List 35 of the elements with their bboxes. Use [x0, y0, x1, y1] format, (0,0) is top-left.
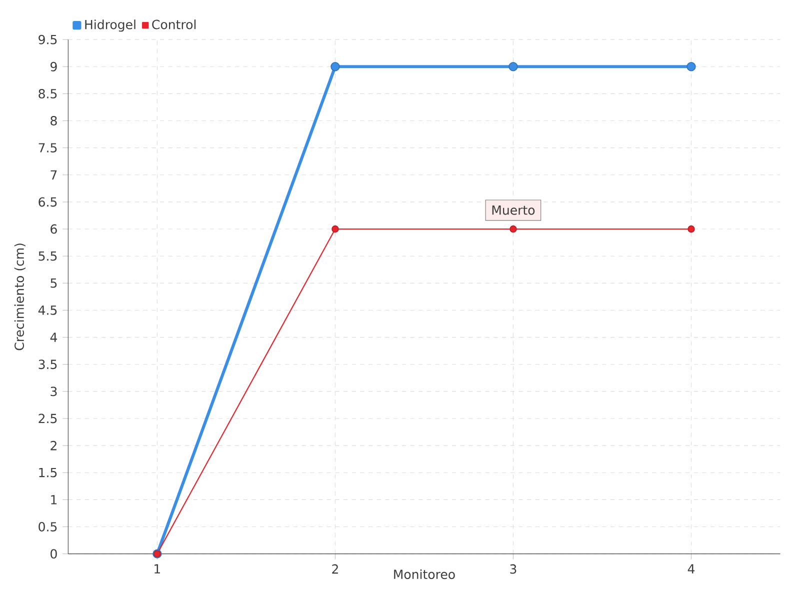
- x-tick-label: 3: [510, 564, 516, 574]
- y-tick-label: 7: [50, 170, 57, 180]
- y-tick-label: 6.5: [38, 197, 57, 207]
- y-tick-label: 9: [50, 62, 57, 72]
- y-tick-label: 3: [50, 386, 57, 396]
- y-tick-label: 3.5: [38, 359, 57, 369]
- y-tick-label: 5.5: [38, 251, 57, 261]
- y-tick-label: 8.5: [38, 88, 57, 98]
- point: [686, 62, 696, 72]
- point: [330, 62, 340, 72]
- y-tick-label: 4.5: [38, 305, 57, 315]
- point: [510, 225, 517, 232]
- x-tick-label: 4: [688, 564, 694, 574]
- y-tick-label: 2: [50, 440, 56, 450]
- point: [332, 225, 339, 232]
- y-tick-label: 8: [50, 116, 57, 126]
- y-tick-label: 1.5: [39, 468, 57, 478]
- x-tick-label: 1: [154, 564, 160, 574]
- point: [688, 225, 695, 232]
- y-tick-label: 1: [51, 494, 57, 504]
- x-axis-title: Monitoreo: [394, 569, 455, 579]
- x-tick-label: 2: [332, 564, 338, 574]
- y-tick-label: 0: [50, 548, 57, 558]
- legend-label: Hidrogel: [85, 19, 136, 32]
- point: [508, 62, 518, 72]
- y-tick-label: 2.5: [38, 414, 57, 424]
- y-tick-label: 7.5: [38, 143, 57, 152]
- y-tick-label: 6: [50, 224, 57, 234]
- y-tick-label: 0.5: [38, 522, 57, 532]
- y-tick-label: 5: [50, 278, 57, 288]
- y-tick-label: 4: [50, 332, 58, 342]
- y-axis-title: Crecimiento (cm): [14, 243, 26, 350]
- legend-label: Control: [152, 19, 196, 30]
- annotation: Muerto: [492, 205, 535, 215]
- y-tick-label: 9.5: [38, 34, 57, 44]
